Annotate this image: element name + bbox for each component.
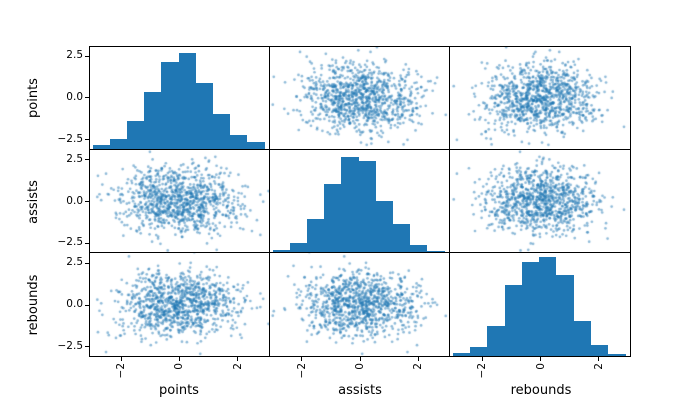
x-axis-label-points: points (159, 383, 199, 398)
y-tick-label: 2.5 (66, 152, 83, 165)
scatter-canvas-rebounds-vs-points (90, 253, 269, 356)
hist-bar (212, 114, 231, 149)
x-tick-label: −2 (295, 363, 308, 379)
y-tick-label: 2.5 (66, 256, 83, 269)
x-tick-mark (120, 357, 122, 361)
x-tick-label: 0 (534, 363, 547, 370)
y-tick-mark (85, 55, 89, 57)
hist-bar (341, 157, 359, 252)
scatter-rebounds-vs-points (90, 253, 270, 356)
y-tick-mark (85, 304, 89, 306)
scatter-points-vs-rebounds (450, 47, 630, 150)
x-tick-mark (598, 357, 600, 361)
y-tick-mark (85, 346, 89, 348)
y-tick-label: 0.0 (66, 298, 83, 311)
scatter-assists-vs-points (90, 150, 270, 253)
hist-bar (487, 326, 505, 356)
scatter-canvas-points-vs-rebounds (450, 47, 630, 149)
hist-bar (608, 353, 626, 356)
hist-bar (590, 344, 609, 356)
scatter-canvas-rebounds-vs-assists (270, 253, 449, 356)
x-axis-label-assists: assists (338, 383, 382, 398)
x-tick-mark (359, 357, 361, 361)
hist-bar (92, 144, 110, 149)
x-tick-label: 0 (173, 363, 186, 370)
x-tick-mark (540, 357, 542, 361)
x-tick-mark (481, 357, 483, 361)
hist-bar (230, 134, 248, 149)
hist-bar (247, 141, 265, 149)
hist-bar (539, 257, 557, 356)
x-tick-label: −2 (476, 363, 489, 379)
histogram-assists (270, 150, 450, 253)
hist-bar (556, 274, 574, 356)
hist-bar (358, 161, 376, 252)
hist-bars-assists (272, 150, 445, 252)
hist-bar (504, 284, 522, 356)
y-tick-mark (85, 242, 89, 244)
histogram-rebounds (450, 253, 630, 356)
y-tick-mark (85, 97, 89, 99)
x-tick-mark (178, 357, 180, 361)
x-tick-label: 0 (354, 363, 366, 370)
y-tick-label: −2.5 (57, 339, 84, 352)
y-tick-label: 0.0 (66, 194, 83, 207)
hist-bar (272, 249, 290, 252)
x-axis-label-rebounds: rebounds (510, 383, 572, 398)
y-tick-mark (85, 159, 89, 161)
y-tick-mark (85, 201, 89, 202)
x-tick-mark (237, 357, 239, 361)
hist-bar (392, 224, 411, 252)
y-tick-label: −2.5 (57, 236, 84, 249)
x-tick-mark (301, 357, 303, 361)
hist-bars-points (92, 47, 265, 149)
hist-bar (127, 121, 145, 149)
hist-bar (469, 346, 488, 356)
y-tick-label: 2.5 (66, 49, 83, 62)
hist-bar (573, 320, 591, 356)
hist-bars-rebounds (452, 253, 626, 356)
hist-bar (452, 352, 470, 356)
y-tick-mark (85, 139, 89, 141)
scatter-canvas-assists-vs-rebounds (450, 150, 630, 252)
x-tick-label: 2 (412, 363, 425, 370)
scatter-points-vs-assists (270, 47, 450, 150)
y-tick-label: −2.5 (57, 132, 84, 145)
histogram-points (90, 47, 270, 150)
x-tick-label: −2 (115, 363, 128, 379)
hist-bar (427, 250, 445, 252)
scatter-canvas-points-vs-assists (270, 47, 449, 149)
scatter-canvas-assists-vs-points (90, 150, 269, 252)
x-tick-label: 2 (231, 363, 244, 370)
y-tick-mark (85, 262, 89, 264)
scatter-rebounds-vs-assists (270, 253, 450, 356)
hist-bar (410, 244, 428, 252)
y-tick-label: 0.0 (66, 90, 83, 103)
x-tick-mark (417, 357, 419, 361)
plot-grid (89, 46, 631, 357)
hist-bar (324, 183, 342, 252)
hist-bar (307, 219, 325, 252)
hist-bar (375, 201, 393, 252)
hist-bar (161, 62, 179, 149)
x-tick-label: 2 (592, 363, 605, 370)
hist-bar (521, 262, 540, 356)
hist-bar (195, 82, 213, 149)
hist-bar (144, 91, 162, 149)
scatter-assists-vs-rebounds (450, 150, 630, 253)
hist-bar (289, 242, 308, 252)
hist-bar (178, 53, 196, 149)
hist-bar (109, 138, 128, 149)
